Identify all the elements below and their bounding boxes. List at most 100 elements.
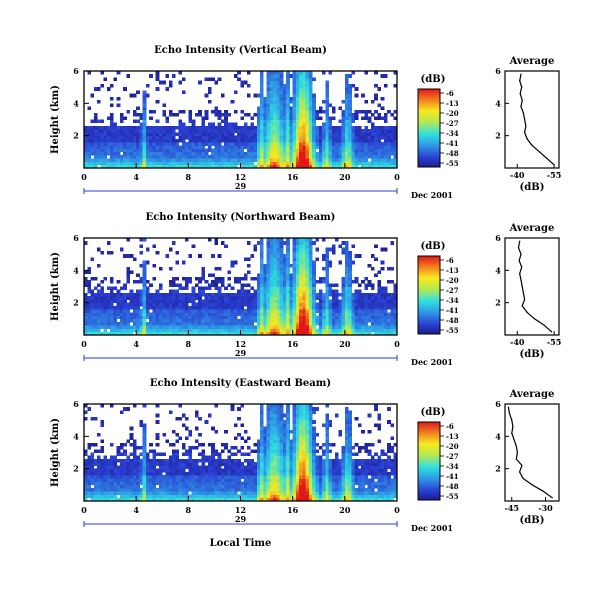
heatmap-cell — [279, 410, 284, 415]
heatmap-cell — [243, 151, 248, 156]
heatmap-cell — [305, 119, 310, 124]
heatmap-cell — [149, 292, 153, 297]
heatmap-cell — [279, 113, 284, 117]
heatmap-cell — [165, 125, 170, 130]
heatmap-cell — [126, 148, 131, 153]
heatmap-cell — [289, 109, 294, 114]
heatmap-cell — [335, 161, 339, 166]
heatmap-cell — [84, 241, 88, 245]
heatmap-cell — [220, 491, 225, 495]
heatmap-cell — [276, 302, 281, 307]
heatmap-cell — [260, 100, 264, 104]
heatmap-cell — [325, 267, 329, 271]
heatmap-cell — [260, 161, 264, 166]
heatmap-cell — [266, 439, 271, 444]
heatmap-cell — [162, 113, 166, 117]
heatmap-cell — [348, 142, 352, 146]
heatmap-cell — [315, 155, 320, 159]
heatmap-cell — [132, 109, 137, 114]
heatmap-cell — [273, 436, 277, 440]
heatmap-cell — [302, 122, 307, 127]
heatmap-cell — [289, 312, 294, 316]
heatmap-cell — [299, 71, 303, 75]
heatmap-cell — [393, 292, 398, 297]
heatmap-cell — [266, 276, 271, 281]
heatmap-cell — [273, 446, 277, 450]
heatmap-cell — [335, 135, 339, 140]
heatmap-cell — [198, 318, 202, 323]
heatmap-cell — [201, 148, 206, 153]
heatmap-cell — [227, 145, 232, 149]
heatmap-cell — [364, 71, 369, 75]
heatmap-cell — [380, 116, 385, 120]
heatmap-cell — [253, 312, 258, 316]
heatmap-cell — [276, 273, 281, 278]
heatmap-cell — [377, 283, 382, 287]
heatmap-cell — [165, 462, 170, 466]
heatmap-cell — [168, 478, 173, 482]
heatmap-cell — [178, 484, 183, 489]
heatmap-cell — [260, 109, 264, 114]
heatmap-cell — [276, 263, 281, 268]
heatmap-cell — [217, 113, 222, 117]
heatmap-cell — [322, 132, 326, 137]
heatmap-cell — [227, 148, 232, 153]
heatmap-cell — [276, 426, 281, 431]
heatmap-cell — [181, 299, 186, 304]
heatmap-cell — [103, 488, 108, 492]
heatmap-cell — [230, 452, 235, 457]
heatmap-cell — [325, 138, 329, 143]
heatmap-cell — [211, 142, 215, 146]
heatmap-cell — [305, 247, 310, 252]
heatmap-cell — [331, 151, 336, 156]
heatmap-cell — [243, 257, 248, 262]
heatmap-cell — [243, 468, 248, 473]
heatmap-cell — [207, 318, 212, 323]
heatmap-cell — [155, 331, 160, 336]
heatmap-cell — [132, 138, 137, 143]
heatmap-cell — [256, 241, 261, 245]
heatmap-cell — [299, 238, 303, 242]
heatmap-cell — [207, 312, 212, 316]
heatmap-cell — [214, 148, 219, 153]
heatmap-cell — [87, 145, 91, 149]
heatmap-cell — [374, 309, 378, 313]
heatmap-cell — [90, 93, 95, 98]
heatmap-cell — [87, 468, 91, 473]
heatmap-cell — [201, 491, 206, 495]
heatmap-cell — [178, 436, 183, 440]
heatmap-cell — [354, 151, 359, 156]
heatmap-cell — [269, 158, 274, 162]
heatmap-cell — [341, 135, 346, 140]
heatmap-cell — [263, 276, 267, 281]
heatmap-cell — [282, 138, 287, 143]
heatmap-cell — [335, 289, 339, 294]
heatmap-cell — [113, 132, 117, 137]
heatmap-cell — [155, 478, 160, 482]
heatmap-cell — [351, 260, 356, 265]
heatmap-cell — [132, 325, 137, 329]
heatmap-cell — [299, 407, 303, 411]
heatmap-cell — [214, 429, 219, 434]
heatmap-cell — [344, 132, 349, 137]
heatmap-cell — [129, 325, 134, 329]
heatmap-cell — [250, 129, 254, 133]
heatmap-cell — [142, 426, 147, 431]
heatmap-cell — [165, 138, 170, 143]
heatmap-cell — [97, 142, 101, 146]
heatmap-cell — [129, 328, 134, 333]
heatmap-cell — [282, 151, 287, 156]
heatmap-cell — [110, 331, 114, 336]
heatmap-cell — [152, 125, 157, 130]
heatmap-cell — [351, 145, 356, 149]
heatmap-cell — [292, 305, 297, 310]
heatmap-cell — [380, 74, 385, 78]
heatmap-cell — [279, 119, 284, 124]
heatmap-cell — [269, 331, 274, 336]
heatmap-cell — [90, 276, 95, 281]
heatmap-cell — [348, 267, 352, 271]
heatmap-cell — [149, 299, 153, 304]
heatmap-cell — [295, 455, 300, 460]
heatmap-cell — [142, 475, 147, 479]
heatmap-cell — [383, 142, 388, 146]
